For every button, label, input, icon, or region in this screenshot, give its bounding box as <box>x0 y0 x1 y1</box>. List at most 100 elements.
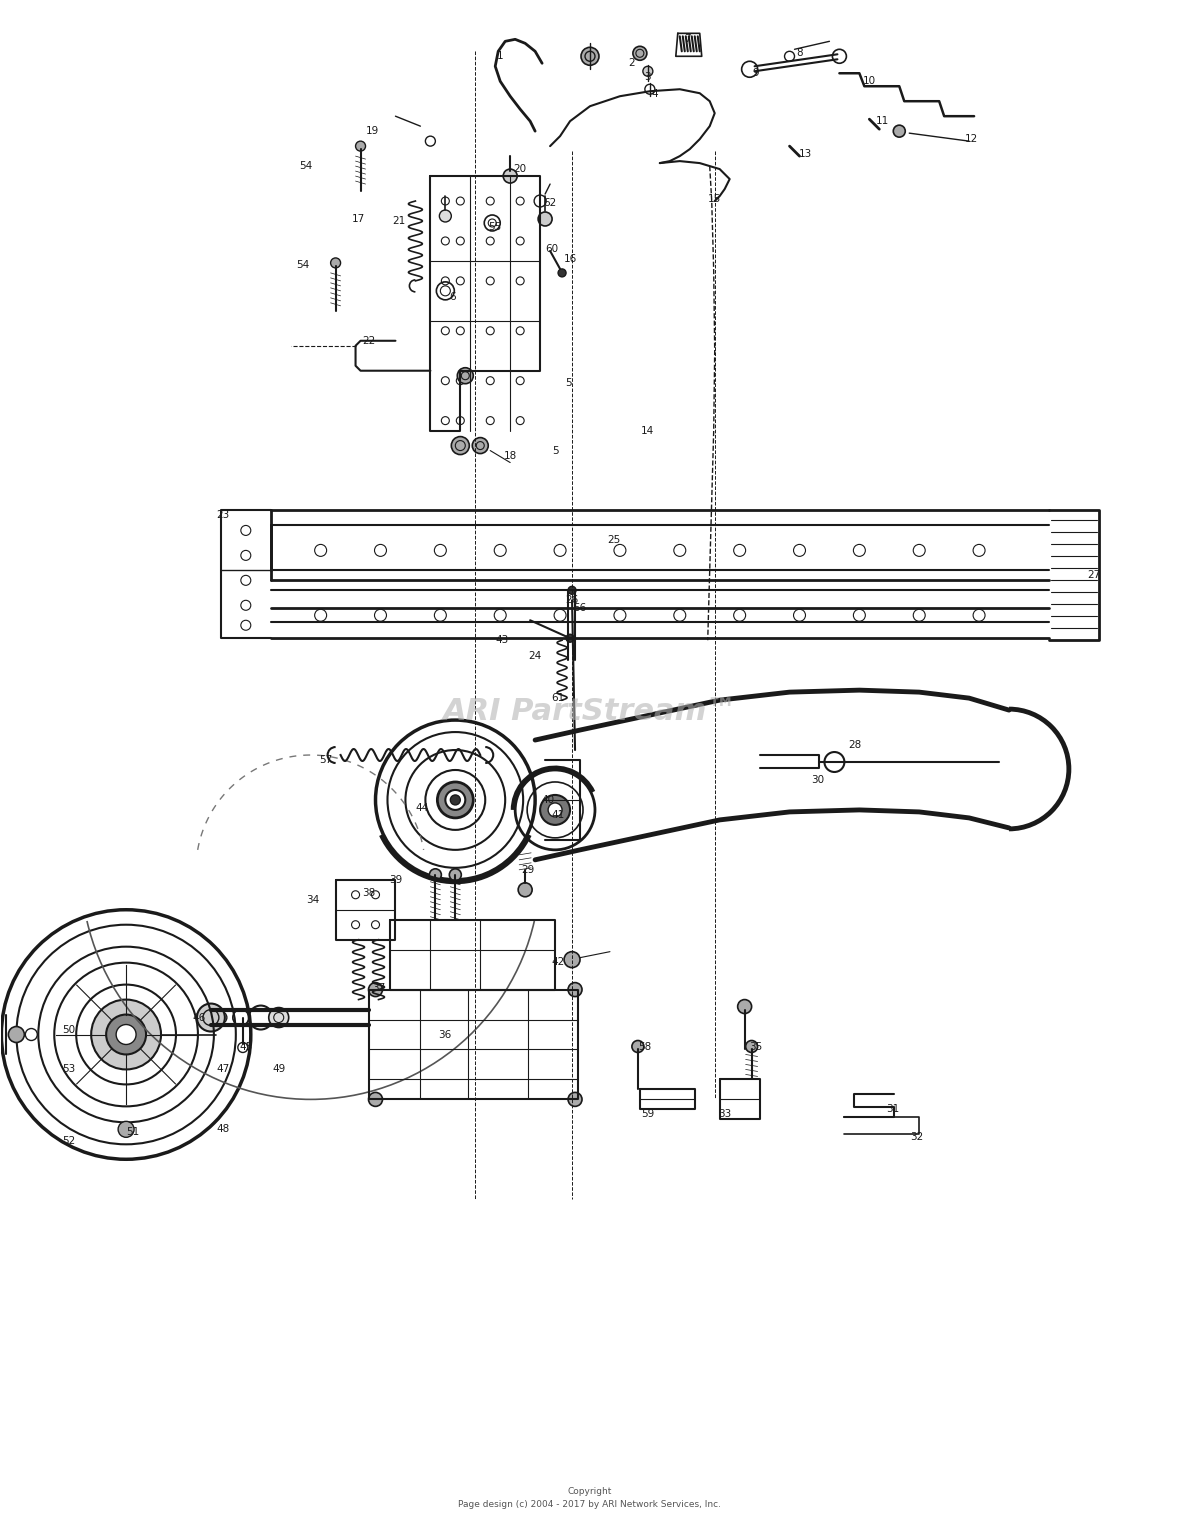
Ellipse shape <box>197 1004 225 1031</box>
Ellipse shape <box>269 1008 289 1028</box>
Ellipse shape <box>106 1014 146 1054</box>
Text: 38: 38 <box>362 887 375 898</box>
Text: 18: 18 <box>504 450 517 461</box>
Text: 48: 48 <box>216 1125 229 1134</box>
Text: 31: 31 <box>886 1105 899 1114</box>
Text: 28: 28 <box>847 741 861 750</box>
Text: 20: 20 <box>513 164 526 174</box>
Ellipse shape <box>503 170 517 184</box>
Text: 26: 26 <box>565 595 578 606</box>
Text: 8: 8 <box>796 49 802 58</box>
Ellipse shape <box>643 66 653 76</box>
Ellipse shape <box>368 1092 382 1106</box>
Ellipse shape <box>632 1040 644 1053</box>
Ellipse shape <box>564 952 581 967</box>
Text: 51: 51 <box>126 1128 139 1137</box>
Text: 35: 35 <box>749 1042 762 1053</box>
Text: 34: 34 <box>306 895 320 904</box>
Ellipse shape <box>566 635 573 643</box>
Text: Copyright: Copyright <box>568 1487 612 1496</box>
Text: 41: 41 <box>551 809 565 820</box>
Text: 37: 37 <box>372 982 385 993</box>
Text: 12: 12 <box>964 135 978 144</box>
Text: 29: 29 <box>522 864 535 875</box>
Text: 40: 40 <box>542 796 555 805</box>
Text: 50: 50 <box>63 1025 76 1034</box>
Ellipse shape <box>568 586 576 594</box>
Text: 39: 39 <box>389 875 402 884</box>
Ellipse shape <box>568 982 582 996</box>
Text: 23: 23 <box>216 511 229 520</box>
Text: 52: 52 <box>63 1137 76 1146</box>
Text: 32: 32 <box>911 1132 924 1143</box>
Text: 58: 58 <box>638 1042 651 1053</box>
Text: 49: 49 <box>273 1065 286 1074</box>
Ellipse shape <box>632 46 647 60</box>
Text: 36: 36 <box>438 1030 451 1039</box>
Ellipse shape <box>450 869 461 881</box>
Ellipse shape <box>8 1027 25 1042</box>
Text: 1: 1 <box>497 52 504 61</box>
Text: 30: 30 <box>811 776 824 785</box>
Ellipse shape <box>368 982 382 996</box>
Text: 2: 2 <box>629 58 635 69</box>
Ellipse shape <box>538 213 552 226</box>
Text: 24: 24 <box>529 652 542 661</box>
Text: Page design (c) 2004 - 2017 by ARI Network Services, Inc.: Page design (c) 2004 - 2017 by ARI Netwo… <box>459 1499 721 1509</box>
Ellipse shape <box>118 1121 135 1137</box>
Text: 57: 57 <box>319 754 333 765</box>
Ellipse shape <box>430 869 441 881</box>
Ellipse shape <box>451 436 470 454</box>
Text: 54: 54 <box>299 161 313 171</box>
Text: 53: 53 <box>63 1065 76 1074</box>
Text: 22: 22 <box>362 335 375 346</box>
Text: 33: 33 <box>719 1109 732 1120</box>
Ellipse shape <box>439 210 451 222</box>
Text: 15: 15 <box>708 194 721 203</box>
Text: 47: 47 <box>216 1065 229 1074</box>
Ellipse shape <box>540 796 570 825</box>
Text: 54: 54 <box>296 260 309 269</box>
Ellipse shape <box>558 269 566 277</box>
Ellipse shape <box>355 141 366 151</box>
Text: 21: 21 <box>392 216 405 226</box>
Text: 4: 4 <box>651 89 658 99</box>
Text: 62: 62 <box>544 197 557 208</box>
Text: 43: 43 <box>496 635 509 646</box>
Ellipse shape <box>893 125 905 138</box>
Text: 25: 25 <box>608 536 621 545</box>
Text: 10: 10 <box>863 76 876 86</box>
Text: 17: 17 <box>352 214 365 223</box>
Ellipse shape <box>91 999 160 1069</box>
Text: 44: 44 <box>415 803 430 812</box>
Text: 55: 55 <box>489 222 502 233</box>
Ellipse shape <box>548 803 562 817</box>
Ellipse shape <box>581 47 599 66</box>
Text: 45: 45 <box>240 1042 253 1053</box>
Ellipse shape <box>438 782 473 819</box>
Text: 42: 42 <box>551 956 565 967</box>
Ellipse shape <box>451 796 460 805</box>
Ellipse shape <box>330 259 341 268</box>
Text: 16: 16 <box>563 254 577 263</box>
Ellipse shape <box>518 883 532 897</box>
Ellipse shape <box>738 999 752 1013</box>
Text: 6: 6 <box>450 292 455 301</box>
Text: 14: 14 <box>641 425 655 436</box>
Ellipse shape <box>472 438 489 453</box>
Text: ARI PartStream™: ARI PartStream™ <box>442 698 738 727</box>
Ellipse shape <box>445 789 465 809</box>
Ellipse shape <box>458 367 473 384</box>
Text: 5: 5 <box>552 445 558 456</box>
Text: 56: 56 <box>573 603 586 614</box>
Text: 61: 61 <box>551 693 565 704</box>
Ellipse shape <box>116 1025 136 1045</box>
Text: 59: 59 <box>641 1109 655 1120</box>
Text: 7: 7 <box>684 34 691 44</box>
Text: 5: 5 <box>565 378 571 387</box>
Text: 11: 11 <box>876 116 889 125</box>
Text: 19: 19 <box>366 125 379 136</box>
Ellipse shape <box>568 1092 582 1106</box>
Text: 60: 60 <box>545 243 558 254</box>
Text: 13: 13 <box>799 148 812 159</box>
